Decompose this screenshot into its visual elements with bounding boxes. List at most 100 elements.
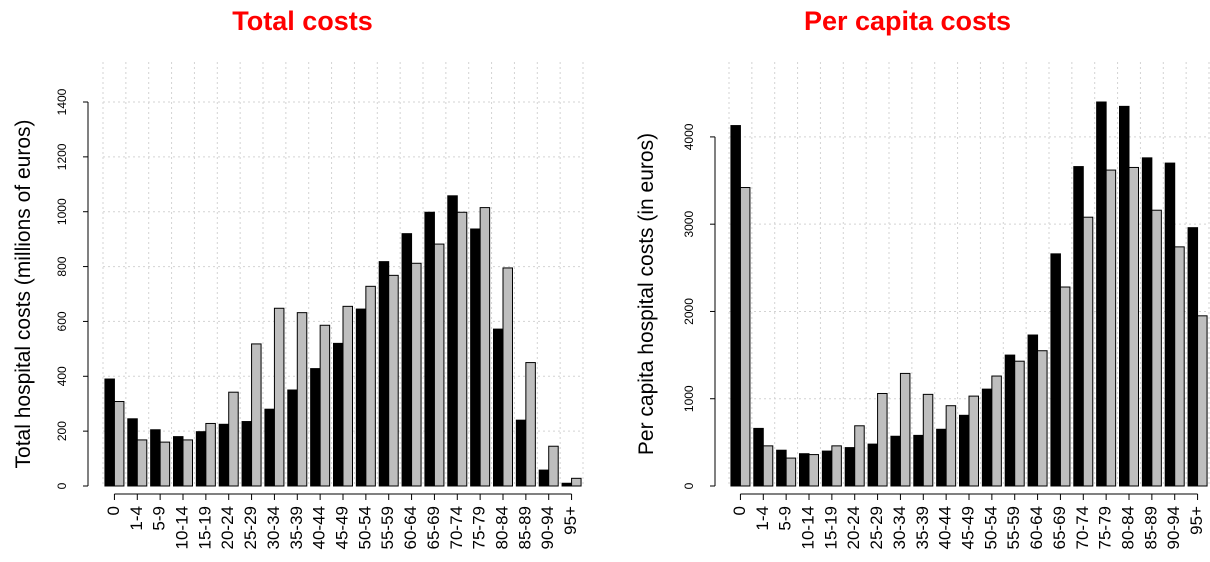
bar-series-2-90-94 — [548, 445, 559, 487]
per-capita-costs-panel: Per capita costs 0 1000 2000 3000 4000 Per ca… — [605, 0, 1210, 562]
bar-series-1-1-4 — [127, 418, 138, 487]
x-tick-label-60-64: 60-64 — [1027, 506, 1046, 549]
bar-series-1-40-44 — [310, 368, 321, 487]
bar-series-2-65-69 — [433, 243, 445, 487]
x-tick-label-70-74: 70-74 — [447, 506, 466, 549]
y-tick-label: 4000 — [682, 123, 696, 150]
y-axis-title: Per capita hospital costs (in euros) — [635, 133, 658, 455]
x-tick-label-0: 0 — [104, 506, 123, 515]
y-tick-label: 800 — [55, 256, 69, 276]
bar-series-1-45-49 — [959, 414, 970, 487]
bar-series-1-15-19 — [195, 431, 207, 487]
x-tick-label-95: 95+ — [561, 506, 580, 535]
x-tick-label-25-29: 25-29 — [867, 506, 886, 549]
bar-series-2-95 — [571, 477, 582, 487]
bar-series-1-20-24 — [218, 423, 230, 487]
bar-series-2-10-14 — [808, 454, 819, 487]
x-tick-label-50-54: 50-54 — [355, 506, 374, 549]
bar-series-2-65-69 — [1059, 286, 1071, 487]
bar-series-1-35-39 — [913, 434, 924, 487]
bar-series-2-75-79 — [479, 207, 491, 487]
x-tick-label-85-89: 85-89 — [1141, 506, 1160, 549]
bar-series-2-1-4 — [762, 445, 774, 487]
x-tick-label-20-24: 20-24 — [218, 506, 237, 549]
x-tick-label-15-19: 15-19 — [195, 506, 214, 549]
bar-series-1-35-39 — [287, 389, 298, 487]
bar-series-2-85-89 — [1151, 209, 1162, 487]
x-tick-label-1-4: 1-4 — [753, 506, 772, 531]
bar-series-2-45-49 — [968, 395, 979, 487]
x-tick-label-80-84: 80-84 — [492, 506, 511, 549]
x-tick-label-65-69: 65-69 — [1050, 506, 1069, 549]
bar-series-2-85-89 — [525, 362, 536, 487]
bar-series-1-65-69 — [424, 211, 435, 487]
bar-series-2-70-74 — [1082, 216, 1094, 487]
bar-series-1-75-79 — [1096, 101, 1107, 487]
bar-series-1-15-19 — [821, 450, 833, 487]
y-tick-label: 200 — [55, 421, 69, 441]
bar-series-2-0 — [739, 187, 751, 487]
y-tick-label: 3000 — [682, 211, 696, 238]
bar-series-1-50-54 — [981, 388, 993, 487]
bar-series-1-5-9 — [150, 429, 161, 487]
x-tick-label-75-79: 75-79 — [470, 506, 489, 549]
bar-series-2-5-9 — [785, 457, 797, 487]
bar-series-1-0 — [104, 378, 115, 487]
y-tick-label: 600 — [55, 311, 69, 331]
bar-series-2-50-54 — [365, 285, 376, 487]
bar-series-2-40-44 — [945, 405, 957, 487]
bar-series-1-10-14 — [799, 453, 810, 487]
bar-series-2-70-74 — [456, 211, 468, 487]
chart-title: Total costs — [232, 6, 373, 36]
x-tick-label-85-89: 85-89 — [515, 506, 534, 549]
x-tick-label-5-9: 5-9 — [150, 506, 169, 531]
bar-series-1-55-59 — [1004, 354, 1016, 487]
bar-series-1-70-74 — [447, 195, 458, 487]
x-tick-label-55-59: 55-59 — [1004, 506, 1023, 549]
bar-series-1-20-24 — [844, 447, 856, 487]
bar-series-2-80-84 — [1128, 166, 1139, 487]
bar-series-2-5-9 — [159, 441, 171, 487]
y-axis-title: Total hospital costs (millions of euros) — [12, 120, 35, 469]
total-costs-panel: Total costs 0 200 400 600 800 1000 1200 1400 Tot… — [12, 6, 584, 549]
bar-series-2-45-49 — [342, 305, 353, 487]
bar-series-2-15-19 — [205, 422, 216, 487]
bar-series-1-85-89 — [1141, 157, 1153, 487]
x-tick-label-10-14: 10-14 — [798, 506, 817, 549]
bar-series-1-25-29 — [241, 421, 253, 487]
x-tick-label-90-94: 90-94 — [538, 506, 557, 549]
y-tick-label: 400 — [55, 366, 69, 386]
bar-series-2-20-24 — [854, 425, 865, 487]
x-tick-label-50-54: 50-54 — [981, 506, 1000, 549]
bar-series-2-95 — [1197, 315, 1208, 487]
x-tick-label-45-49: 45-49 — [332, 506, 351, 549]
bar-series-2-80-84 — [502, 267, 513, 487]
bar-series-1-60-64 — [1027, 334, 1039, 487]
bar-series-1-10-14 — [173, 436, 184, 487]
x-tick-label-95: 95+ — [1187, 506, 1206, 535]
x-tick-label-0: 0 — [730, 506, 749, 515]
bar-series-2-40-44 — [319, 324, 331, 487]
bar-series-1-0 — [730, 125, 741, 487]
x-tick-label-10-14: 10-14 — [172, 506, 191, 549]
x-tick-label-30-34: 30-34 — [264, 506, 283, 549]
x-tick-label-60-64: 60-64 — [401, 506, 420, 549]
bar-series-2-60-64 — [1037, 350, 1048, 487]
x-tick-label-15-19: 15-19 — [821, 506, 840, 549]
bar-series-1-85-89 — [515, 419, 527, 487]
bar-series-2-20-24 — [228, 391, 239, 487]
bar-series-1-95 — [1187, 227, 1199, 487]
y-tick-label: 0 — [682, 482, 696, 489]
x-tick-label-40-44: 40-44 — [936, 506, 955, 549]
x-tick-label-80-84: 80-84 — [1118, 506, 1137, 549]
bar-series-1-80-84 — [1119, 105, 1130, 487]
bar-series-1-80-84 — [493, 328, 504, 487]
x-tick-label-1-4: 1-4 — [127, 506, 146, 531]
x-tick-label-35-39: 35-39 — [287, 506, 306, 549]
bar-series-2-10-14 — [182, 439, 193, 487]
y-tick-label: 0 — [55, 482, 69, 489]
x-tick-label-90-94: 90-94 — [1164, 506, 1183, 549]
y-tick-label: 1000 — [55, 198, 69, 225]
bar-series-1-60-64 — [401, 233, 413, 487]
bar-series-2-1-4 — [136, 439, 148, 487]
